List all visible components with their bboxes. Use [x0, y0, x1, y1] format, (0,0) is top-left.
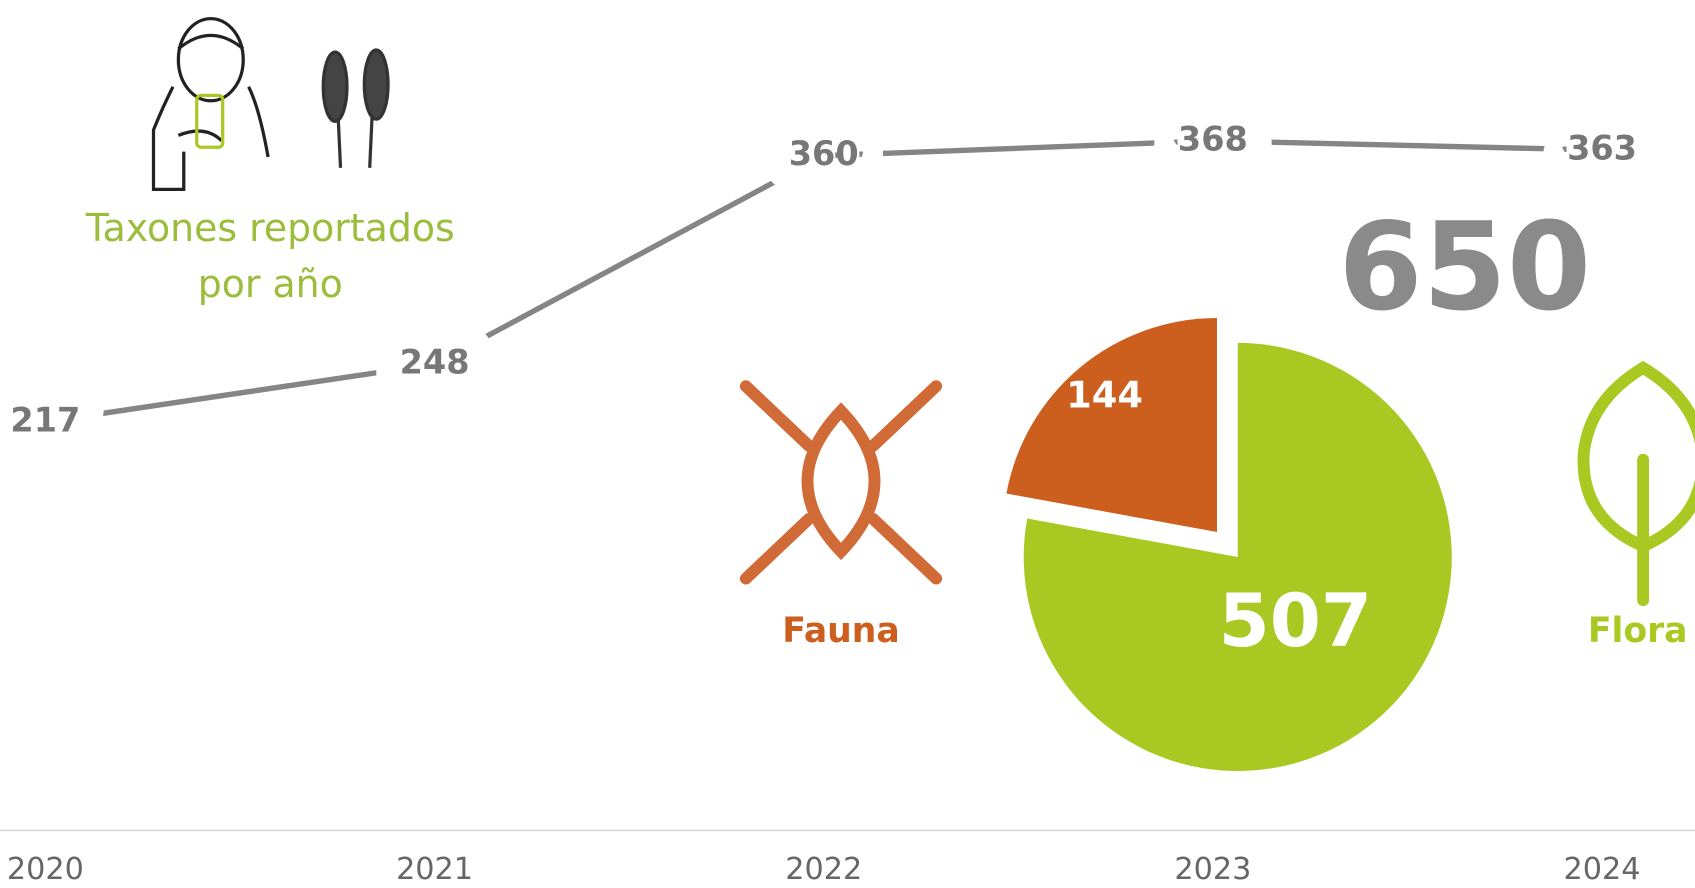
value-label: 248 — [400, 343, 470, 382]
value-label: 363 — [1567, 129, 1637, 168]
x-tick-label: 2022 — [785, 852, 862, 887]
slice-value-label: 507 — [1219, 579, 1372, 664]
value-label: 360 — [789, 134, 859, 173]
title-line: Taxones reportados — [85, 206, 455, 250]
value-label: 368 — [1178, 119, 1248, 158]
x-tick-label: 2023 — [1174, 852, 1251, 887]
wheat-icon — [321, 48, 390, 168]
person-icon — [151, 17, 270, 192]
title-line: por año — [198, 262, 343, 306]
flora-icon — [1577, 360, 1695, 607]
x-tick-label: 2024 — [1564, 852, 1641, 887]
line-series — [45, 138, 1603, 425]
slice-category-label: Fauna — [782, 611, 900, 651]
pie-slice — [1006, 318, 1217, 533]
fauna-icon — [739, 380, 943, 585]
slice-value-label: 144 — [1066, 374, 1143, 417]
slice-category-label: Flora — [1588, 611, 1688, 651]
x-tick-label: 2021 — [396, 852, 473, 887]
total-label: 650 — [1338, 197, 1591, 338]
x-tick-label: 2020 — [7, 852, 84, 887]
pie-slice — [1023, 342, 1452, 772]
value-label: 217 — [10, 400, 80, 439]
